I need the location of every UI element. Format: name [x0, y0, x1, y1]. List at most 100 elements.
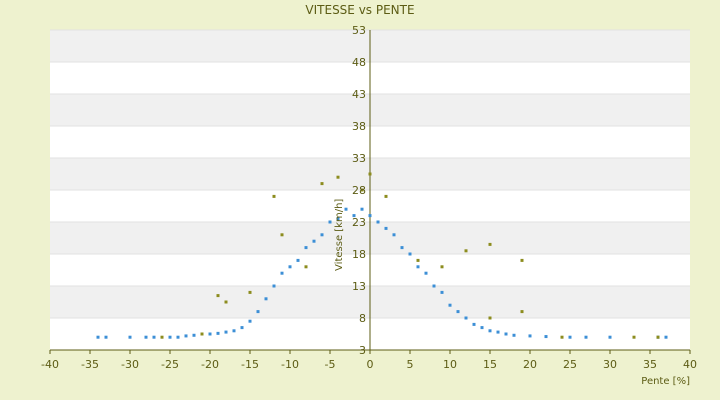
- data-point: [488, 316, 492, 320]
- x-tick-label: -25: [161, 358, 179, 371]
- x-tick-label: 35: [643, 358, 657, 371]
- y-tick-label: 48: [352, 56, 366, 69]
- data-point: [520, 258, 524, 262]
- data-point: [272, 284, 276, 288]
- data-point: [272, 194, 276, 198]
- x-axis-label: Pente [%]: [641, 376, 690, 387]
- y-tick-label: 13: [352, 280, 366, 293]
- data-point: [464, 316, 468, 320]
- data-point: [656, 335, 660, 339]
- data-point: [512, 333, 516, 337]
- data-point: [360, 207, 364, 211]
- y-tick-label: 8: [359, 312, 366, 325]
- data-point: [568, 335, 572, 339]
- data-point: [472, 322, 476, 326]
- y-tick-label: 18: [352, 248, 366, 261]
- data-point: [496, 330, 500, 334]
- data-point: [368, 172, 372, 176]
- x-tick-label: 30: [603, 358, 617, 371]
- data-point: [248, 319, 252, 323]
- data-point: [104, 335, 108, 339]
- data-point: [416, 258, 420, 262]
- y-axis-label: Vitesse [km/h]: [334, 199, 345, 271]
- data-point: [328, 220, 332, 224]
- data-point: [320, 233, 324, 237]
- data-point: [336, 175, 340, 179]
- data-point: [608, 335, 612, 339]
- x-tick-label: -10: [281, 358, 299, 371]
- chart-title: VITESSE vs PENTE: [305, 3, 414, 17]
- data-point: [288, 265, 292, 269]
- data-point: [296, 258, 300, 262]
- data-point: [168, 335, 172, 339]
- data-point: [464, 249, 468, 253]
- data-point: [384, 194, 388, 198]
- data-point: [256, 310, 260, 314]
- data-point: [216, 294, 220, 298]
- data-point: [240, 326, 244, 330]
- x-tick-label: -15: [241, 358, 259, 371]
- data-point: [456, 310, 460, 314]
- data-point: [360, 188, 364, 192]
- x-tick-label: 20: [523, 358, 537, 371]
- data-point: [424, 271, 428, 275]
- x-tick-label: 0: [367, 358, 374, 371]
- data-point: [520, 310, 524, 314]
- data-point: [560, 335, 564, 339]
- data-point: [440, 290, 444, 294]
- data-point: [632, 335, 636, 339]
- data-point: [408, 252, 412, 256]
- data-point: [208, 332, 212, 336]
- data-point: [264, 297, 268, 301]
- y-tick-label: 53: [352, 24, 366, 37]
- data-point: [528, 334, 532, 338]
- y-tick-label: 38: [352, 120, 366, 133]
- y-tick-label: 3: [359, 344, 366, 357]
- data-point: [224, 300, 228, 304]
- data-point: [480, 326, 484, 330]
- data-point: [216, 331, 220, 335]
- x-tick-label: 5: [407, 358, 414, 371]
- data-point: [304, 246, 308, 250]
- data-point: [544, 335, 548, 339]
- data-points: [96, 172, 668, 339]
- data-point: [488, 329, 492, 333]
- data-point: [368, 214, 372, 218]
- x-tick-labels: -40 -35 -30 -25 -20 -15 -10 -5 0 5 10 15 20 25 30 35 40: [41, 350, 697, 371]
- data-point: [352, 214, 356, 218]
- data-point: [224, 330, 228, 334]
- data-point: [440, 265, 444, 269]
- data-point: [504, 332, 508, 336]
- y-tick-label: 43: [352, 88, 366, 101]
- x-tick-label: 40: [683, 358, 697, 371]
- x-tick-label: -5: [325, 358, 336, 371]
- data-point: [304, 265, 308, 269]
- x-tick-label: -40: [41, 358, 59, 371]
- data-point: [432, 284, 436, 288]
- x-tick-label: -20: [201, 358, 219, 371]
- data-point: [280, 271, 284, 275]
- data-point: [128, 335, 132, 339]
- x-tick-label: 15: [483, 358, 497, 371]
- data-point: [392, 233, 396, 237]
- data-point: [232, 329, 236, 333]
- data-point: [448, 303, 452, 307]
- data-point: [248, 290, 252, 294]
- data-point: [184, 334, 188, 338]
- data-point: [488, 242, 492, 246]
- y-tick-label: 28: [352, 184, 366, 197]
- data-point: [144, 335, 148, 339]
- x-tick-label: -30: [121, 358, 139, 371]
- y-tick-label: 33: [352, 152, 366, 165]
- data-point: [416, 265, 420, 269]
- data-point: [192, 333, 196, 337]
- data-point: [176, 335, 180, 339]
- x-tick-label: -35: [81, 358, 99, 371]
- data-point: [584, 335, 588, 339]
- x-tick-label: 10: [443, 358, 457, 371]
- data-point: [400, 246, 404, 250]
- data-point: [384, 226, 388, 230]
- data-point: [160, 335, 164, 339]
